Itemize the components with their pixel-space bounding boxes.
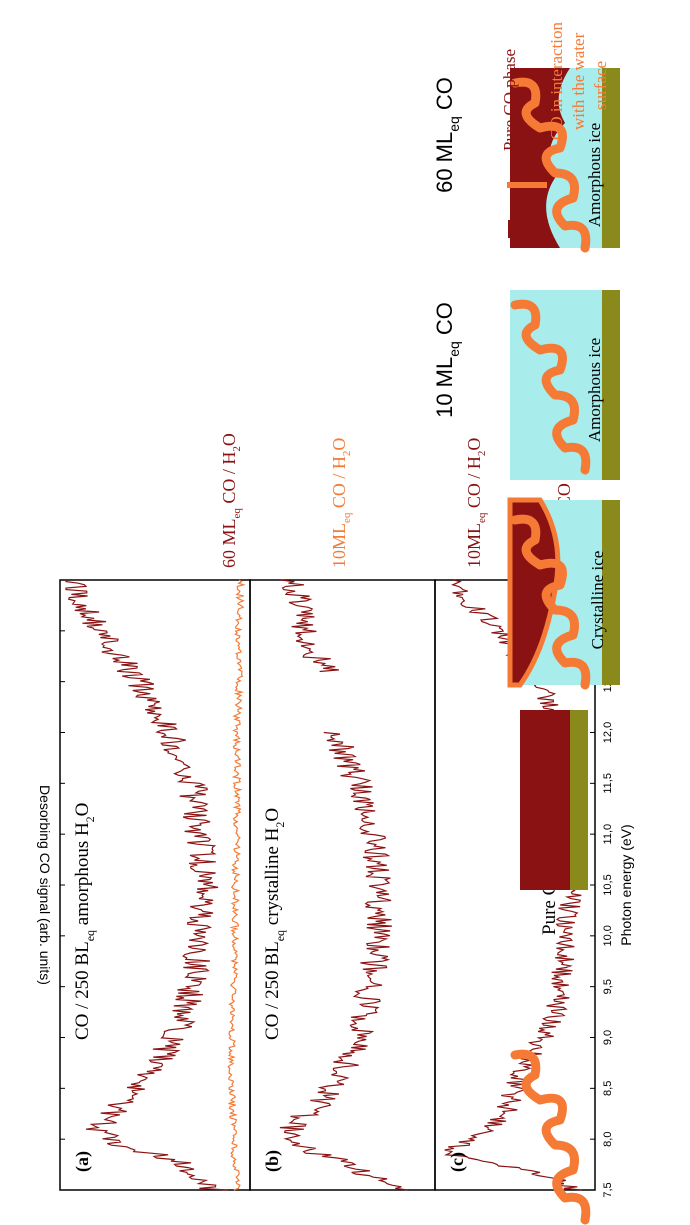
panel-title: CO / 250 BLeq amorphous H2O: [72, 803, 97, 1040]
schematic-10-crystalline: [507, 497, 620, 688]
series-line: [280, 579, 339, 673]
spacer: [510, 1049, 591, 1225]
schematics: 10 MLeq CO 60 MLeq CO Amorphous ice Amorpho…: [432, 21, 620, 1225]
x-tick-label: 8,0: [602, 1132, 614, 1147]
x-tick-label: 12,0: [602, 722, 614, 743]
panel-title: CO / 250 BLeq crystalline H2O: [262, 808, 287, 1040]
interaction-co-line: [510, 299, 591, 475]
curve-label: 10MLeq CO / H2O: [464, 438, 488, 568]
curve-label: 60 MLeq CO / H2O: [219, 433, 243, 568]
column-title-10: 10 MLeq CO: [432, 302, 462, 418]
interaction-co-line: [510, 77, 591, 253]
x-axis-label: Photon energy (eV): [618, 824, 634, 945]
x-tick-label: 9,5: [602, 979, 614, 994]
series-line: [279, 731, 408, 1191]
legend-label-interaction: CO in interaction with the water surface: [547, 21, 610, 140]
spacer2: [510, 514, 591, 690]
panel-tag: (c): [447, 1152, 468, 1172]
column-title-60: 60 MLeq CO: [432, 77, 462, 193]
substrate: [602, 290, 620, 480]
schematic-pure: [520, 710, 588, 890]
x-tick-label: 8,5: [602, 1081, 614, 1096]
curve-label: 10MLeq CO / H2O: [329, 438, 353, 568]
ice-label-amorphous-60: Amorphous ice: [585, 123, 604, 227]
x-tick-label: 11,5: [602, 773, 614, 794]
substrate: [602, 500, 620, 685]
schematic-60-amorphous: [510, 68, 620, 253]
series-line: [65, 580, 229, 1191]
interaction-co-line: [510, 514, 591, 690]
legend-swatch-interaction: [507, 182, 547, 188]
schematic-10-amorphous: [510, 290, 620, 480]
ice-layer: [510, 290, 602, 480]
substrate: [602, 68, 620, 248]
x-tick-label: 10,0: [602, 925, 614, 946]
legend-label-pure: Pure CO phase: [500, 49, 519, 151]
substrate: [570, 710, 588, 890]
series-line: [227, 579, 246, 1191]
y-axis-label: Desorbing CO signal (arb. units): [37, 785, 53, 985]
x-tick-label: 10,5: [602, 874, 614, 895]
ice-label-crystalline: Crystalline ice: [588, 551, 607, 650]
panel-tag: (a): [72, 1151, 93, 1172]
x-tick-label: 7,5: [602, 1182, 614, 1197]
interaction-co-line: [510, 1049, 591, 1225]
x-tick-label: 11,0: [602, 824, 614, 845]
panel-a: (a) CO / 250 BLeq amorphous H2O: [59, 579, 251, 1191]
panel-b: (b) CO / 250 BLeq crystalline H2O: [249, 579, 436, 1191]
legend-swatch-pure: [508, 220, 548, 238]
panel-tag: (b): [262, 1150, 283, 1172]
x-tick-label: 9,0: [602, 1030, 614, 1045]
ice-label-amorphous-10: Amorphous ice: [585, 338, 604, 442]
